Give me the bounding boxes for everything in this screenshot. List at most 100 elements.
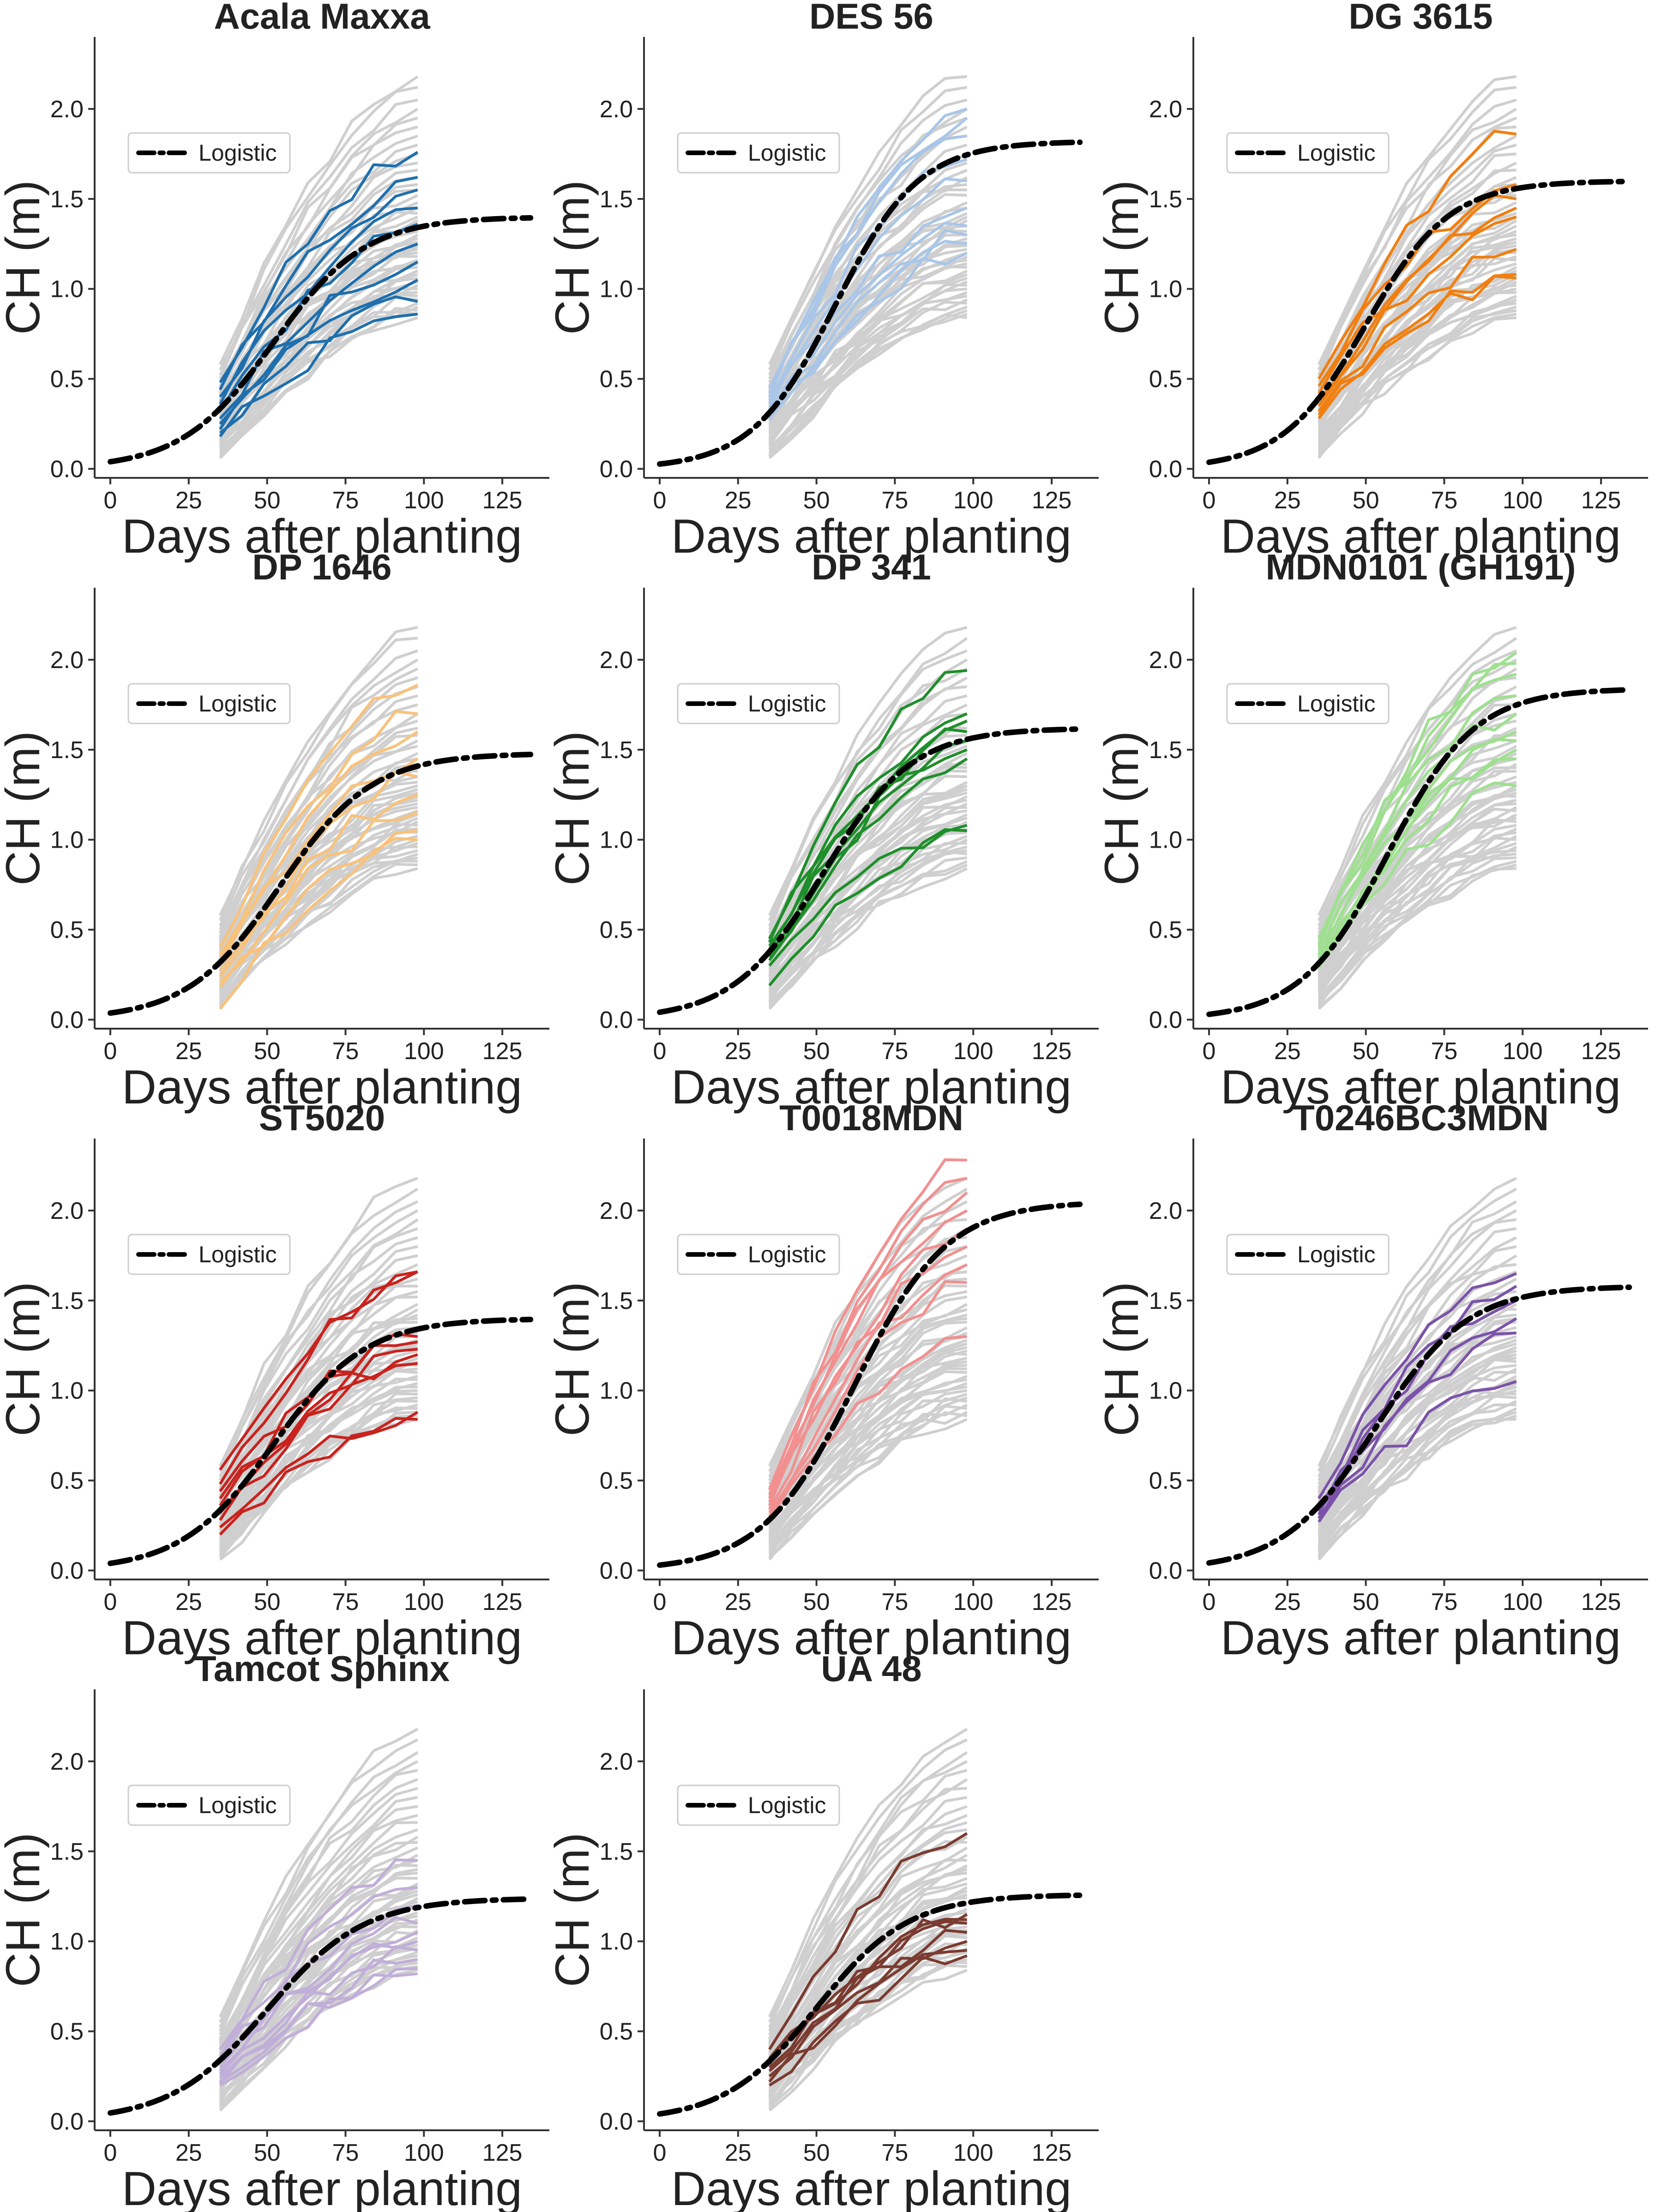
legend-box: [677, 1234, 840, 1275]
x-tick-label: 25: [1274, 1038, 1301, 1065]
cultivar-series-line: [219, 278, 419, 430]
y-tick-label: 1.5: [50, 1288, 84, 1314]
cultivar-series-line: [768, 1227, 968, 1507]
cultivar-series-line: [219, 206, 418, 405]
x-tick-label: 100: [1503, 1038, 1543, 1065]
x-tick-label: 125: [1032, 1589, 1072, 1615]
logistic-curve: [108, 1316, 534, 1567]
background-series-line: [1318, 295, 1517, 448]
x-tick-label: 25: [725, 1589, 752, 1615]
background-series-line: [768, 1338, 968, 1521]
background-series-line: [768, 1385, 968, 1544]
x-tick-label: 75: [332, 1589, 359, 1615]
background-series-line: [219, 1805, 418, 2045]
x-axis-label: Days after planting: [122, 510, 522, 563]
background-series-line: [219, 273, 418, 437]
cultivar-series-group: [1318, 130, 1517, 420]
logistic-curve: [108, 752, 534, 1016]
cultivar-series-line: [219, 1348, 418, 1507]
cultivar-series-line: [219, 151, 419, 384]
cultivar-series-line: [768, 1832, 968, 2050]
cultivar-series-line: [219, 1967, 418, 2085]
y-axis-label: CH (m): [546, 180, 599, 335]
cultivar-series-line: [219, 793, 418, 977]
y-axis-label: CH (m): [1095, 731, 1149, 886]
legend-box: [1226, 132, 1390, 174]
panel-title: DG 3615: [1348, 0, 1492, 36]
background-series-line: [768, 1738, 968, 2023]
background-series-line: [768, 703, 968, 943]
legend-label: Logistic: [199, 1242, 277, 1267]
x-tick-label: 125: [482, 1038, 523, 1065]
cultivar-series-line: [768, 206, 968, 409]
x-tick-label: 0: [104, 1038, 117, 1065]
background-series-line: [219, 86, 418, 371]
logistic-curve: [1206, 687, 1632, 1017]
background-series-line: [768, 809, 968, 981]
logistic-curve: [657, 1893, 1083, 2117]
background-series-line: [768, 86, 968, 371]
background-series-line: [1317, 108, 1517, 380]
logistic-curve: [108, 215, 534, 465]
y-tick-label: 1.0: [600, 1929, 633, 1955]
logistic-curve: [657, 139, 1083, 467]
panel-title: Tamcot Sphinx: [194, 1648, 450, 1689]
legend-box: [677, 683, 840, 724]
panel-title: ST5020: [259, 1097, 385, 1138]
x-tick-label: 125: [1032, 1038, 1072, 1065]
cultivar-series-line: [219, 1940, 418, 2076]
logistic-curve: [108, 1896, 534, 2116]
background-series-line: [218, 108, 419, 380]
panel-dp-1646: DP 1646 0.0 0.5 1.0 1.5 2.0 0 25 50 75 100 125Days …: [0, 547, 549, 1114]
cultivar-series-line: [1318, 1380, 1517, 1523]
legend: Logistic: [677, 132, 840, 174]
legend: Logistic: [127, 1234, 291, 1275]
cultivar-series-line: [768, 1335, 967, 1521]
x-tick-label: 100: [404, 1589, 444, 1615]
legend: Logistic: [677, 1234, 840, 1275]
cultivar-series-line: [1318, 757, 1517, 967]
cultivar-series-line: [1318, 130, 1517, 380]
background-series-line: [768, 850, 968, 1003]
cultivar-series-line: [1317, 651, 1517, 940]
x-tick-label: 50: [254, 1589, 281, 1615]
x-tick-label: 75: [882, 487, 909, 514]
x-tick-label: 25: [1274, 1589, 1301, 1615]
x-tick-label: 125: [482, 2140, 523, 2166]
background-series-line: [768, 1296, 968, 1505]
cultivar-series-line: [768, 177, 967, 405]
cultivar-series-line: [219, 683, 418, 949]
x-tick-label: 50: [254, 1038, 281, 1065]
x-tick-label: 75: [332, 1038, 359, 1065]
y-axis-label: CH (m): [1095, 180, 1149, 335]
legend-box: [127, 1784, 291, 1826]
y-axis-label: CH (m): [1095, 1282, 1149, 1436]
cultivar-series-line: [1318, 275, 1517, 420]
legend-label: Logistic: [1297, 1242, 1376, 1267]
panel-title: DP 1646: [252, 547, 391, 587]
background-series-line: [218, 637, 418, 922]
background-series-line: [1318, 301, 1517, 452]
y-axis-label: CH (m): [546, 1282, 599, 1436]
y-tick-label: 1.5: [600, 186, 633, 213]
background-series-line: [1318, 257, 1517, 430]
background-series-line: [768, 1796, 968, 2043]
panel-acala-maxxa: Acala Maxxa 0.0 0.5 1.0 1.5 2.0 0 25 50 75 100 125D…: [0, 0, 549, 563]
panel-title: T0018MDN: [779, 1097, 963, 1138]
cultivar-series-line: [1317, 662, 1517, 945]
y-tick-label: 0.0: [1149, 1007, 1182, 1034]
background-series-line: [219, 116, 418, 383]
background-series-line: [219, 1796, 418, 2043]
x-tick-label: 125: [1032, 487, 1072, 514]
background-series-line: [768, 265, 967, 434]
y-tick-label: 0.0: [1149, 456, 1182, 483]
panel-title: T0246BC3MDN: [1293, 1097, 1549, 1138]
background-series-line: [768, 1728, 968, 2018]
y-tick-label: 1.0: [50, 1378, 84, 1404]
y-axis-label: CH (m): [0, 1832, 50, 1987]
background-series-line: [219, 1270, 419, 1498]
background-series-line: [218, 1176, 418, 1467]
x-tick-label: 25: [175, 2140, 202, 2166]
